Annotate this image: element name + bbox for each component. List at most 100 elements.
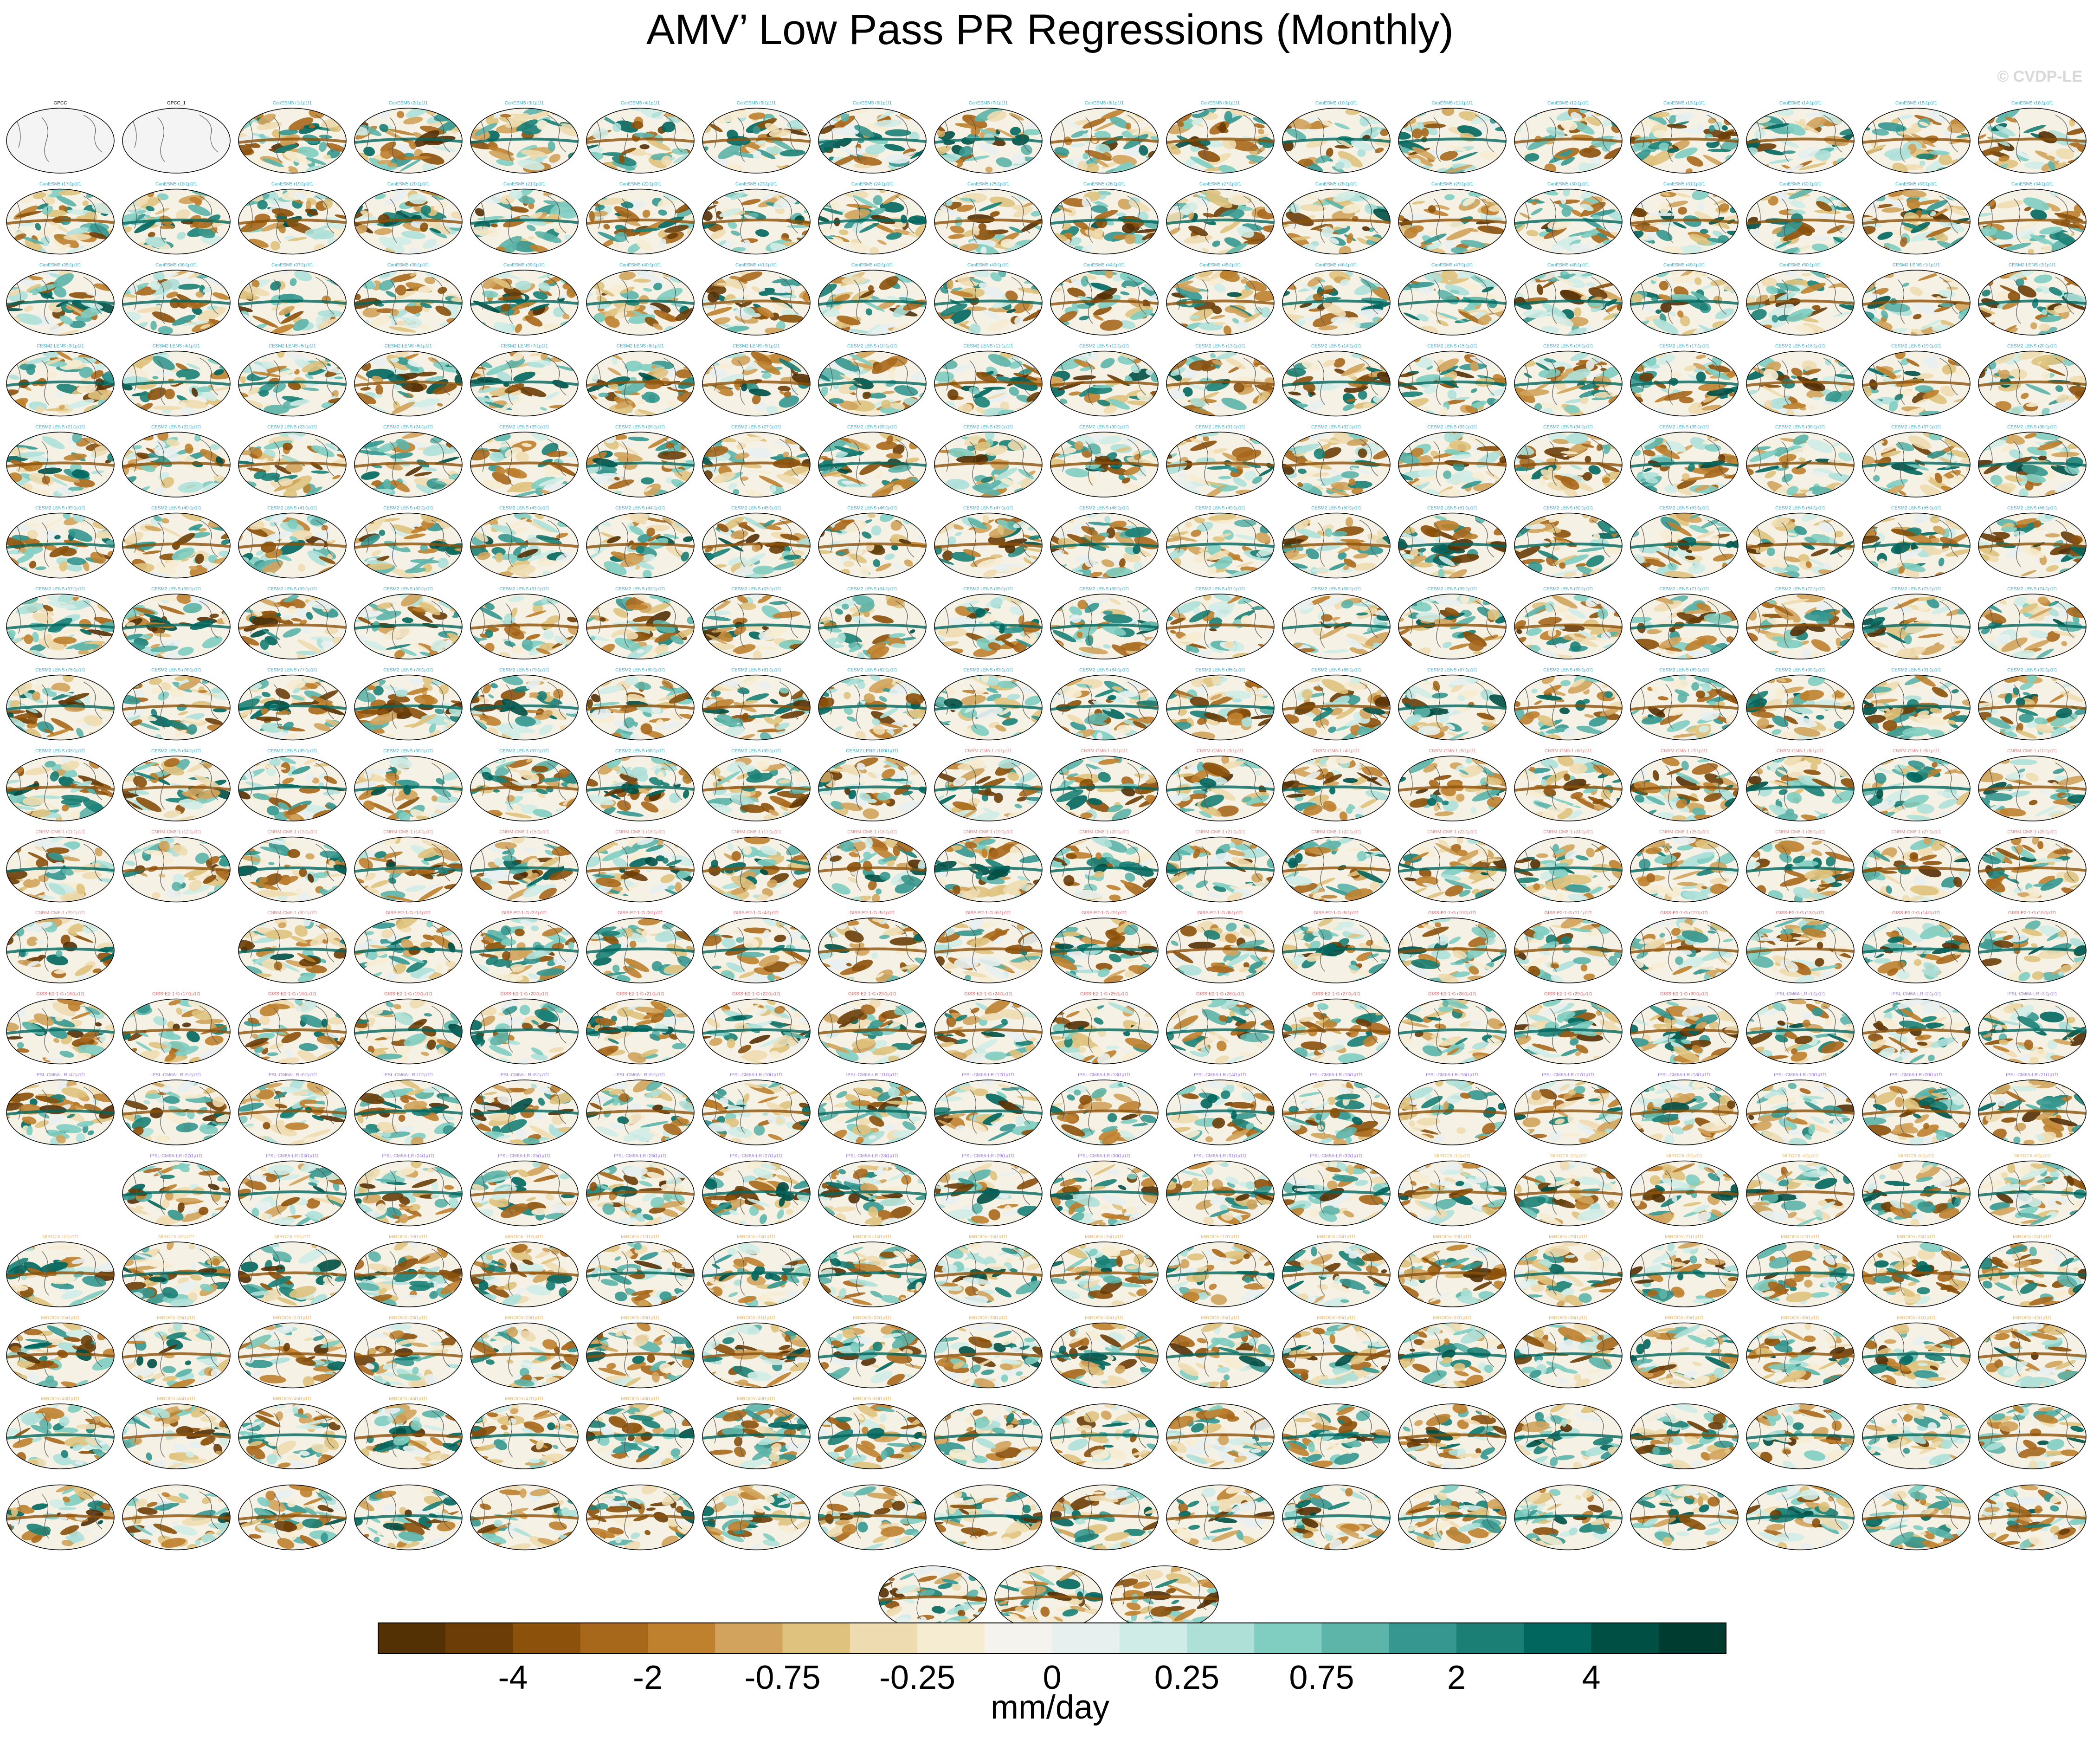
regression-map-panel (1514, 1403, 1623, 1469)
regression-map-panel: CESM2 LENS r54i1p1f1 (1746, 506, 1855, 579)
panel-title: MIROC6 r44i1p1f1 (157, 1396, 196, 1402)
colorbar-box (513, 1623, 581, 1654)
panel-title: CESM2 LENS r80i1p1f1 (615, 668, 665, 673)
regression-map-panel: CESM2 LENS r48i1p1f1 (1050, 506, 1159, 579)
regression-map-panel: CNRM-CM6-1 r10i1p1f1 (1978, 749, 2087, 821)
panel-title: CNRM-CM6-1 r29i1p1f1 (35, 911, 85, 916)
regression-map-panel: GISS-E2-1-G r5i1p1f1 (818, 911, 927, 983)
regression-map-panel (994, 1565, 1103, 1631)
panel-title: CNRM-CM6-1 r10i1p1f1 (2007, 749, 2057, 754)
regression-map-panel: GISS-E2-1-G r16i1p1f1 (6, 992, 115, 1065)
panel-title: CESM2 LENS r41i1p1f1 (267, 506, 317, 511)
regression-map-panel: CanESM5 r18i1p1f1 (122, 182, 231, 255)
panel-title: CNRM-CM6-1 r6i1p1f1 (1545, 749, 1592, 754)
regression-map-panel: CESM2 LENS r4i1p1f1 (122, 344, 231, 417)
colorbar-tick-label: 0 (1043, 1659, 1061, 1696)
panel-title: IPSL-CM6A-LR r18i1p1f1 (1658, 1073, 1711, 1078)
panel-title: CanESM5 r50i1p1f1 (1779, 263, 1821, 268)
panel-title: CanESM5 r16i1p1f1 (2011, 101, 2053, 106)
panel-title: GISS-E2-1-G r5i1p1f1 (850, 911, 895, 916)
panel-title: MIROC6 r17i1p1f1 (1201, 1234, 1240, 1240)
regression-map-panel: CNRM-CM6-1 r11i1p1f1 (6, 830, 115, 903)
regression-map-panel: CESM2 LENS r5i1p1f1 (238, 344, 347, 417)
regression-map-panel: CESM2 LENS r34i1p1f1 (1514, 425, 1623, 498)
regression-map-panel: CNRM-CM6-1 r27i1p1f1 (1862, 830, 1971, 903)
panel-title: GISS-E2-1-G r1i1p1f1 (386, 911, 432, 916)
panel-title: CanESM5 r13i1p1f1 (1663, 101, 1705, 106)
panel-title: CESM2 LENS r52i1p1f1 (1543, 506, 1593, 511)
regression-map-panel: CanESM5 r23i1p1f1 (702, 182, 811, 255)
regression-map-panel: GISS-E2-1-G r28i1p1f1 (1398, 992, 1507, 1065)
panel-title: MIROC6 r32i1p1f1 (853, 1316, 892, 1321)
panel-title: CanESM5 r45i1p1f1 (1199, 263, 1241, 268)
regression-map-panel: CESM2 LENS r16i1p1f1 (1514, 344, 1623, 417)
panel-title: CNRM-CM6-1 r12i1p1f1 (151, 830, 201, 835)
regression-map-panel: IPSL-CM6A-LR r21i1p1f1 (1978, 1073, 2087, 1145)
regression-map-panel: IPSL-CM6A-LR r8i1p1f1 (470, 1073, 579, 1145)
panel-title: CESM2 LENS r48i1p1f1 (1079, 506, 1129, 511)
regression-map-panel: CNRM-CM6-1 r6i1p1f1 (1514, 749, 1623, 821)
regression-map-panel: GISS-E2-1-G r15i1p1f1 (1978, 911, 2087, 983)
panel-title: CESM2 LENS r50i1p1f1 (1311, 506, 1361, 511)
colorbar-tick-label: -0.25 (879, 1659, 955, 1696)
panel-title: MIROC6 r4i1p1f1 (1782, 1154, 1818, 1159)
regression-map-panel: IPSL-CM6A-LR r7i1p1f1 (354, 1073, 463, 1145)
panel-title: MIROC6 r33i1p1f1 (969, 1316, 1008, 1321)
panel-title: MIROC6 r23i1p1f1 (1897, 1234, 1936, 1240)
regression-map-panel: CESM2 LENS r32i1p1f1 (1282, 425, 1391, 498)
regression-map-panel: CanESM5 r50i1p1f1 (1746, 263, 1855, 336)
regression-map-panel (1050, 1403, 1159, 1469)
regression-map-panel: CanESM5 r13i1p1f1 (1630, 101, 1739, 174)
regression-map-panel: CESM2 LENS r88i1p1f1 (1514, 668, 1623, 741)
panel-title: CESM2 LENS r49i1p1f1 (1195, 506, 1245, 511)
regression-map-panel: CESM2 LENS r84i1p1f1 (1050, 668, 1159, 741)
regression-map-panel: CanESM5 r42i1p1f1 (818, 263, 927, 336)
regression-map-panel: MIROC6 r12i1p1f1 (586, 1234, 695, 1307)
panel-title: MIROC6 r13i1p1f1 (737, 1234, 776, 1240)
regression-map-panel: CESM2 LENS r1i1p1f1 (1862, 263, 1971, 336)
panel-title: CanESM5 r26i1p1f1 (1083, 182, 1125, 187)
regression-map-panel: CanESM5 r20i1p1f1 (354, 182, 463, 255)
regression-map-panel: CESM2 LENS r19i1p1f1 (1862, 344, 1971, 417)
regression-map-panel: CESM2 LENS r18i1p1f1 (1746, 344, 1855, 417)
panel-title: IPSL-CM6A-LR r22i1p1f1 (150, 1154, 203, 1159)
regression-map-panel: GISS-E2-1-G r12i1p1f1 (1630, 911, 1739, 983)
watermark: © CVDP-LE (1997, 68, 2082, 86)
regression-map-panel: CESM2 LENS r78i1p1f1 (354, 668, 463, 741)
regression-map-panel (1282, 1484, 1391, 1551)
regression-map-panel: CanESM5 r47i1p1f1 (1398, 263, 1507, 336)
regression-map-panel: MIROC6 r19i1p1f1 (1398, 1234, 1507, 1307)
regression-map-panel: CESM2 LENS r49i1p1f1 (1166, 506, 1275, 579)
regression-map-panel: CNRM-CM6-1 r2i1p1f1 (1050, 749, 1159, 821)
regression-map-panel (1746, 1484, 1855, 1551)
panel-title: GISS-E2-1-G r12i1p1f1 (1660, 911, 1708, 916)
panel-title: CanESM5 r34i1p1f1 (2011, 182, 2053, 187)
regression-map-panel: MIROC6 r38i1p1f1 (1514, 1316, 1623, 1389)
panel-title: CESM2 LENS r85i1p1f1 (1195, 668, 1245, 673)
regression-map-panel: CESM2 LENS r42i1p1f1 (354, 506, 463, 579)
panel-title: CNRM-CM6-1 r13i1p1f1 (267, 830, 317, 835)
panel-title: CESM2 LENS r95i1p1f1 (267, 749, 317, 754)
regression-map-panel: CNRM-CM6-1 r17i1p1f1 (702, 830, 811, 903)
regression-map-panel: CanESM5 r3i1p1f1 (470, 101, 579, 174)
panel-title: CESM2 LENS r77i1p1f1 (267, 668, 317, 673)
panel-title: MIROC6 r47i1p1f1 (505, 1396, 544, 1402)
regression-map-panel (1978, 1403, 2087, 1469)
panel-title: CNRM-CM6-1 r18i1p1f1 (847, 830, 897, 835)
panel-title: CanESM5 r6i1p1f1 (853, 101, 892, 106)
regression-map-panel: GISS-E2-1-G r13i1p1f1 (1746, 911, 1855, 983)
panel-title: MIROC6 r39i1p1f1 (1665, 1316, 1704, 1321)
panel-title: MIROC6 r22i1p1f1 (1781, 1234, 1820, 1240)
panel-title: CESM2 LENS r28i1p1f1 (847, 425, 897, 430)
regression-map-panel: MIROC6 r48i1p1f1 (586, 1396, 695, 1469)
regression-map-panel: CanESM5 r14i1p1f1 (1746, 101, 1855, 174)
panel-title: CESM2 LENS r8i1p1f1 (617, 344, 664, 349)
regression-map-panel: IPSL-CM6A-LR r10i1p1f1 (702, 1073, 811, 1145)
regression-map-panel: CESM2 LENS r37i1p1f1 (1862, 425, 1971, 498)
regression-map-panel: CESM2 LENS r17i1p1f1 (1630, 344, 1739, 417)
regression-map-panel: MIROC6 r20i1p1f1 (1514, 1234, 1623, 1307)
panel-title: CESM2 LENS r18i1p1f1 (1775, 344, 1825, 349)
panel-title: IPSL-CM6A-LR r7i1p1f1 (383, 1073, 433, 1078)
regression-map-panel: CESM2 LENS r25i1p1f1 (470, 425, 579, 498)
regression-map-panel: MIROC6 r11i1p1f1 (470, 1234, 579, 1307)
